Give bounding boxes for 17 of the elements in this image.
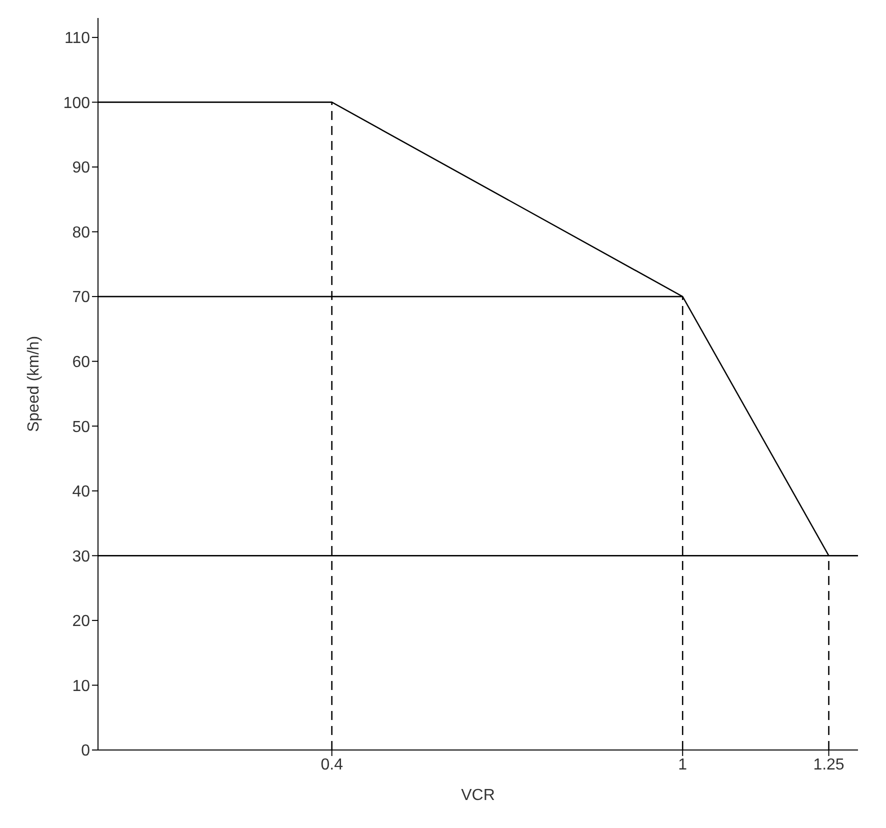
y-tick-label: 70 (72, 289, 90, 306)
y-tick-label: 110 (64, 30, 90, 48)
x-tick-label: 0.4 (320, 756, 344, 774)
x-axis-title: VCR (461, 787, 495, 804)
y-tick-label: 60 (72, 354, 90, 372)
y-tick-label: 0 (81, 742, 90, 760)
y-tick-label: 10 (72, 678, 90, 695)
y-tick-label: 40 (72, 484, 90, 501)
y-tick-label: 20 (72, 613, 90, 630)
y-axis-title: Speed (km/h) (26, 336, 43, 432)
y-tick-label: 90 (72, 160, 90, 177)
x-tick-label: 1.25 (813, 756, 844, 774)
y-tick-label: 30 (72, 548, 90, 566)
x-tick-label: 1 (678, 756, 688, 774)
y-tick-label: 50 (72, 418, 90, 436)
y-tick-label: 80 (72, 224, 90, 242)
y-tick-label: 100 (63, 94, 90, 112)
